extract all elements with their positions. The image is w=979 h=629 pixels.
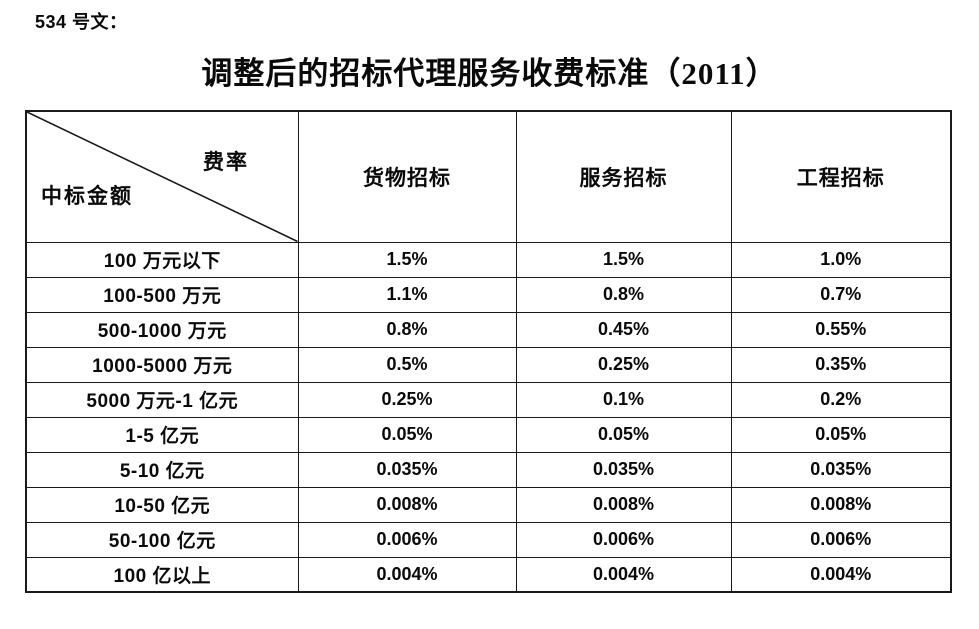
value-cell: 0.004% (297, 556, 517, 593)
value-cell: 0.7% (730, 276, 952, 313)
column-header-services: 服务招标 (515, 110, 732, 243)
value-cell: 1.5% (297, 241, 517, 278)
table-row: 5000 万元-1 亿元 0.25% 0.1% 0.2% (25, 381, 952, 418)
row-label-cell: 500-1000 万元 (25, 311, 299, 348)
doc-number-label: 534 号文： (35, 12, 128, 32)
table-row: 50-100 亿元 0.006% 0.006% 0.006% (25, 521, 952, 558)
row-label-cell: 100 亿以上 (25, 556, 299, 593)
row-label-cell: 100-500 万元 (25, 276, 299, 313)
diagonal-line (27, 112, 297, 241)
value-cell: 0.05% (730, 416, 952, 453)
row-label-cell: 50-100 亿元 (25, 521, 299, 558)
value-cell: 0.8% (515, 276, 732, 313)
fee-rate-table: 费率 中标金额 货物招标 服务招标 工程招标 100 万元以下 1.5% 1.5… (25, 110, 952, 593)
row-label-cell: 1000-5000 万元 (25, 346, 299, 383)
diagonal-corner-cell: 费率 中标金额 (25, 110, 299, 243)
value-cell: 0.035% (297, 451, 517, 488)
corner-label-amount: 中标金额 (41, 184, 133, 208)
value-cell: 0.25% (515, 346, 732, 383)
table-row: 1-5 亿元 0.05% 0.05% 0.05% (25, 416, 952, 453)
value-cell: 0.55% (730, 311, 952, 348)
value-cell: 0.5% (297, 346, 517, 383)
value-cell: 0.008% (297, 486, 517, 523)
value-cell: 0.05% (297, 416, 517, 453)
value-cell: 1.5% (515, 241, 732, 278)
row-label-cell: 10-50 亿元 (25, 486, 299, 523)
value-cell: 0.35% (730, 346, 952, 383)
table-row: 100-500 万元 1.1% 0.8% 0.7% (25, 276, 952, 313)
value-cell: 0.006% (297, 521, 517, 558)
value-cell: 0.008% (730, 486, 952, 523)
row-label-cell: 5000 万元-1 亿元 (25, 381, 299, 418)
value-cell: 0.006% (515, 521, 732, 558)
page-title: 调整后的招标代理服务收费标准（2011） (201, 56, 778, 91)
value-cell: 0.035% (730, 451, 952, 488)
value-cell: 0.004% (515, 556, 732, 593)
value-cell: 1.0% (730, 241, 952, 278)
value-cell: 1.1% (297, 276, 517, 313)
table-row: 1000-5000 万元 0.5% 0.25% 0.35% (25, 346, 952, 383)
value-cell: 0.8% (297, 311, 517, 348)
row-label-cell: 100 万元以下 (25, 241, 299, 278)
value-cell: 0.25% (297, 381, 517, 418)
value-cell: 0.05% (515, 416, 732, 453)
table-row: 5-10 亿元 0.035% 0.035% 0.035% (25, 451, 952, 488)
column-header-goods: 货物招标 (297, 110, 517, 243)
table-header-row: 费率 中标金额 货物招标 服务招标 工程招标 (25, 110, 952, 243)
value-cell: 0.004% (730, 556, 952, 593)
value-cell: 0.2% (730, 381, 952, 418)
corner-label-rate: 费率 (203, 150, 249, 174)
table-row: 100 亿以上 0.004% 0.004% 0.004% (25, 556, 952, 593)
row-label-cell: 1-5 亿元 (25, 416, 299, 453)
row-label-cell: 5-10 亿元 (25, 451, 299, 488)
table-row: 100 万元以下 1.5% 1.5% 1.0% (25, 241, 952, 278)
value-cell: 0.1% (515, 381, 732, 418)
value-cell: 0.006% (730, 521, 952, 558)
table-row: 500-1000 万元 0.8% 0.45% 0.55% (25, 311, 952, 348)
value-cell: 0.008% (515, 486, 732, 523)
column-header-engineering: 工程招标 (730, 110, 952, 243)
value-cell: 0.035% (515, 451, 732, 488)
value-cell: 0.45% (515, 311, 732, 348)
table-row: 10-50 亿元 0.008% 0.008% 0.008% (25, 486, 952, 523)
